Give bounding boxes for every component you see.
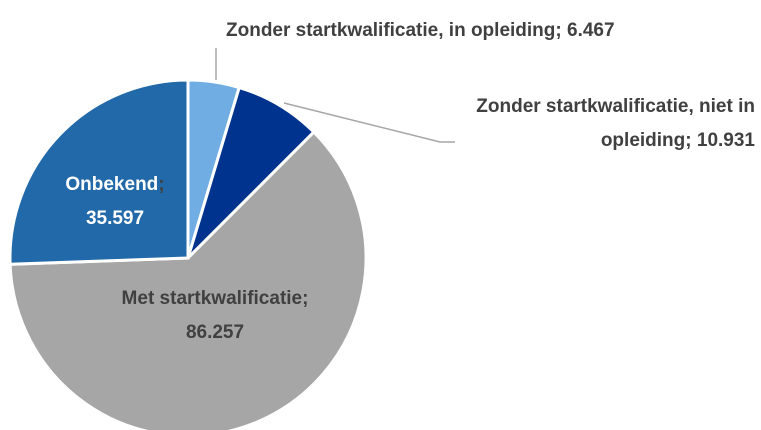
data-value-label: 10.931 xyxy=(696,130,755,151)
data-value-label: 86.257 xyxy=(185,322,245,343)
label-separator: ; xyxy=(302,288,309,309)
data-value-label: 6.467 xyxy=(567,20,615,41)
label-category: Zonder startkwalificatie, in opleiding xyxy=(226,20,556,41)
pie-slice xyxy=(8,78,190,266)
pie-slice xyxy=(8,129,368,430)
data-label: Onbekend; 35.597 xyxy=(50,168,180,236)
label-separator: ; xyxy=(555,20,567,41)
label-category: Zonder startkwalificatie, niet in opleid… xyxy=(476,96,755,151)
label-separator: ; xyxy=(158,174,165,195)
label-category: Onbekend xyxy=(65,174,159,195)
leader-line xyxy=(283,102,455,143)
data-label: Zonder startkwalificatie, in opleiding; … xyxy=(226,14,615,48)
label-separator: ; xyxy=(685,130,697,151)
data-label: Met startkwalificatie; 86.257 xyxy=(115,282,315,350)
data-value-label: 35.597 xyxy=(85,208,145,229)
data-label: Zonder startkwalificatie, niet in opleid… xyxy=(425,90,755,158)
label-category: Met startkwalificatie xyxy=(121,288,303,309)
